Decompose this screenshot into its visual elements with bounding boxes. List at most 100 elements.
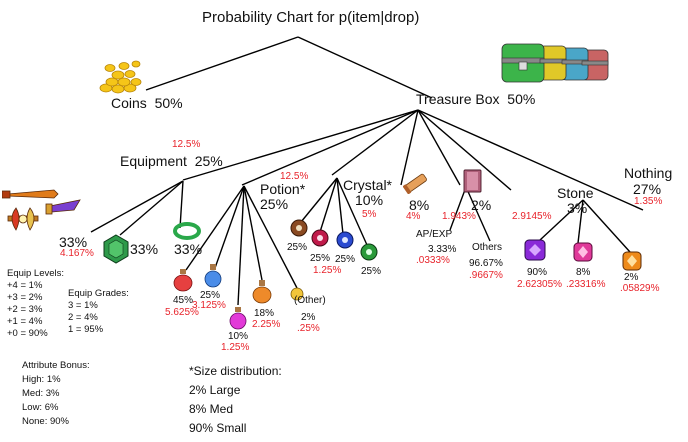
- edge-crystal-2: [319, 177, 338, 233]
- book-icon: [463, 169, 482, 193]
- potion-label: Potion* 25%: [260, 182, 320, 212]
- potion-2-abs: 3.125%: [192, 300, 226, 311]
- equip-levels-title: Equip Levels:: [7, 268, 65, 279]
- edge-potion-3: [237, 185, 245, 306]
- equipment-pct: 25%: [194, 153, 223, 169]
- potion-2-pct: 25%: [200, 290, 221, 301]
- stone-abs: 2.9145%: [512, 211, 552, 222]
- potion-3-pct: 10%: [228, 331, 249, 342]
- stone-icon: [622, 251, 642, 271]
- chart-title: Probability Chart for p(item|drop): [202, 9, 420, 26]
- potion-5-abs: .25%: [297, 323, 320, 334]
- book-1-pct: 3.33%: [428, 244, 457, 255]
- stone-3-abs: .05829%: [620, 283, 660, 294]
- treasure-label: Treasure Box 50%: [416, 92, 535, 106]
- edge-crystal-3: [336, 177, 344, 235]
- edge-stone-2: [577, 199, 584, 244]
- edge-treasure-equipment: [182, 109, 419, 181]
- stone-pct: 3%: [567, 200, 588, 216]
- scroll-pct: 8%: [409, 197, 430, 213]
- orange-potion-icon: [252, 280, 272, 304]
- ring-icon: [173, 222, 201, 240]
- potion-pct: 25%: [260, 196, 289, 212]
- stone-2-pct: 8%: [576, 267, 591, 278]
- book-2-pct: 96.67%: [469, 258, 503, 269]
- treasure-chests-icon: [501, 43, 609, 83]
- edge-book-2: [465, 186, 491, 242]
- coins-pct: 50%: [154, 95, 183, 111]
- treasure-pct: 50%: [507, 91, 536, 107]
- potion-5-pct: 2%: [301, 312, 316, 323]
- stone-icon: [524, 239, 546, 261]
- nothing-abs: 1.35%: [634, 196, 663, 207]
- crystal-label: Crystal* 10%: [343, 178, 413, 208]
- attribute-bonus-row: None: 90%: [22, 416, 70, 427]
- equip-grades-block: Equip Grades: 3 = 1% 2 = 4% 1 = 95%: [68, 288, 140, 336]
- edge-treasure-crystal: [331, 109, 419, 176]
- edge-treasure-stone: [417, 109, 512, 191]
- crystal-abs: 5%: [362, 209, 377, 220]
- equip-level-row: +4 = 1%: [7, 280, 43, 291]
- stone-icon: [573, 242, 593, 262]
- equipment-label: Equipment 25%: [120, 154, 223, 168]
- size-dist-row: 8% Med: [189, 402, 234, 416]
- potion-4-pct: 18%: [254, 308, 275, 319]
- edge-root-treasure: [297, 36, 433, 99]
- equip-level-row: +1 = 4%: [7, 316, 43, 327]
- crystal-4-pct: 25%: [361, 266, 382, 277]
- stone-3-pct: 2%: [624, 272, 639, 283]
- attribute-bonus-block: Attribute Bonus: High: 1% Med: 3% Low: 6…: [22, 359, 102, 429]
- edge-root-coins: [145, 36, 299, 91]
- coin-pile-icon: [99, 60, 142, 94]
- crystal-icon: [311, 229, 329, 247]
- stone-2-abs: .23316%: [566, 279, 606, 290]
- edge-stone-1: [539, 199, 584, 241]
- equip-level-row: +0 = 90%: [7, 328, 48, 339]
- axe-icon: [7, 207, 39, 231]
- potion-3-abs: 1.25%: [221, 342, 250, 353]
- sword-icon: [2, 189, 81, 215]
- equip-1-abs: 4.167%: [60, 248, 94, 259]
- book-pct: 2%: [471, 197, 492, 213]
- size-dist-block: *Size distribution: 2% Large 8% Med 90% …: [189, 362, 329, 438]
- edge-treasure-nothing: [417, 109, 644, 211]
- size-dist-title: *Size distribution:: [189, 364, 282, 378]
- size-dist-row: 2% Large: [189, 383, 241, 397]
- potion-name: Potion*: [260, 181, 306, 197]
- edge-book-1: [449, 186, 467, 231]
- nothing-name: Nothing: [624, 165, 673, 181]
- attribute-bonus-title: Attribute Bonus:: [22, 360, 90, 371]
- scroll-icon: [403, 173, 427, 194]
- crystal-3-pct: 25%: [335, 254, 356, 265]
- potion-4-abs: 2.25%: [252, 319, 281, 330]
- gem-shield-icon: [103, 234, 129, 264]
- stone-name: Stone: [557, 185, 594, 201]
- book-1-label: AP/EXP: [416, 229, 453, 240]
- book-abs: 1.943%: [442, 211, 476, 222]
- equip-grades-title: Equip Grades:: [68, 288, 129, 299]
- crystal-2-abs: 1.25%: [313, 265, 342, 276]
- edge-treasure-book: [417, 109, 461, 186]
- nothing-pct: 27%: [633, 181, 662, 197]
- edge-potion-5: [243, 185, 298, 289]
- book-2-abs: .9667%: [469, 270, 503, 281]
- blue-potion-icon: [204, 264, 222, 288]
- coins-label: Coins 50%: [111, 96, 183, 110]
- potion-1-pct: 45%: [173, 295, 194, 306]
- edge-stone-3: [582, 199, 631, 253]
- equip-levels-block: Equip Levels: +4 = 1% +3 = 2% +2 = 3% +1…: [7, 268, 77, 340]
- edge-crystal-4: [336, 177, 368, 246]
- size-dist-row: 90% Small: [189, 421, 247, 435]
- equip-grade-row: 2 = 4%: [68, 312, 98, 323]
- other-potion-icon: [290, 287, 304, 301]
- equipment-name: Equipment: [120, 153, 187, 169]
- stone-1-abs: 2.62305%: [517, 279, 563, 290]
- pink-potion-icon: [229, 307, 247, 330]
- crystal-icon: [360, 243, 378, 261]
- equip-1-pct: 33%: [59, 234, 88, 250]
- attribute-bonus-row: High: 1%: [22, 374, 61, 385]
- stone-label: Stone 3%: [557, 186, 617, 216]
- edge-potion-4: [243, 185, 263, 281]
- crystal-icon: [336, 231, 354, 249]
